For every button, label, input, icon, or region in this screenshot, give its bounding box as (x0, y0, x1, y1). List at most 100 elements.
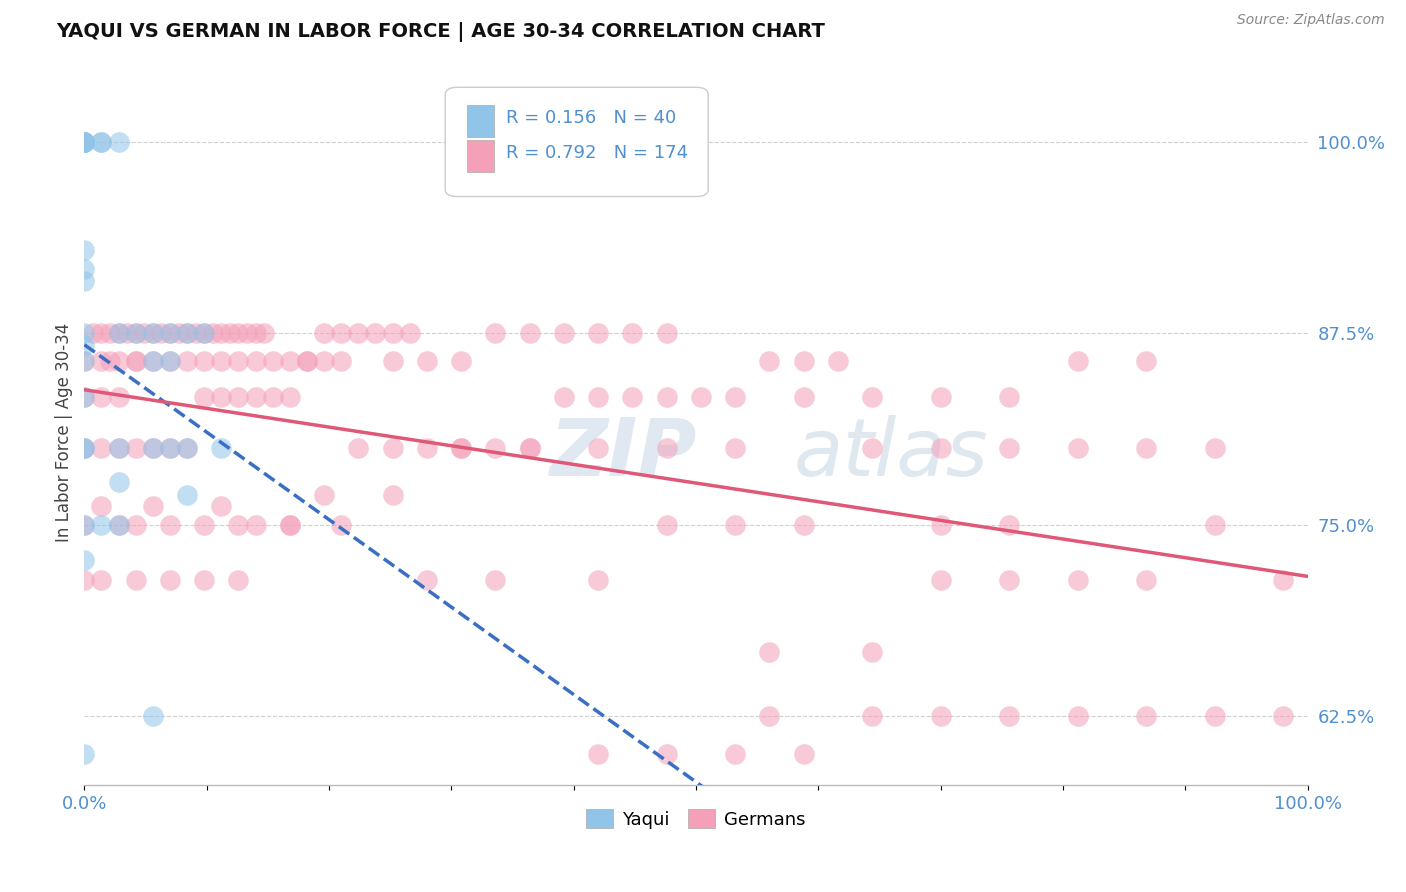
Text: R = 0.156   N = 40: R = 0.156 N = 40 (506, 109, 676, 127)
Yaqui (142, 353, 165, 368)
Germans (929, 517, 952, 532)
Germans (193, 573, 215, 587)
Germans (159, 441, 181, 455)
Germans (73, 353, 96, 368)
Yaqui (107, 135, 129, 149)
Germans (209, 326, 232, 340)
Germans (167, 326, 190, 340)
Germans (142, 326, 165, 340)
Germans (553, 391, 575, 405)
Germans (236, 326, 259, 340)
Germans (1135, 573, 1157, 587)
Germans (278, 517, 301, 532)
Germans (381, 441, 404, 455)
Germans (758, 353, 780, 368)
Yaqui (73, 135, 96, 149)
Germans (1135, 353, 1157, 368)
Germans (73, 391, 96, 405)
Germans (929, 391, 952, 405)
Yaqui (90, 517, 112, 532)
Germans (245, 326, 267, 340)
Yaqui (107, 517, 129, 532)
Yaqui (73, 353, 96, 368)
Germans (314, 488, 336, 502)
Germans (314, 353, 336, 368)
Germans (98, 353, 121, 368)
Germans (553, 326, 575, 340)
Germans (655, 391, 678, 405)
Germans (219, 326, 242, 340)
Germans (381, 488, 404, 502)
Yaqui (209, 441, 232, 455)
Yaqui (125, 326, 148, 340)
Germans (314, 326, 336, 340)
Germans (1135, 441, 1157, 455)
Germans (193, 353, 215, 368)
Germans (1066, 573, 1088, 587)
Germans (278, 517, 301, 532)
Germans (398, 326, 420, 340)
Germans (245, 353, 267, 368)
Germans (860, 441, 883, 455)
Germans (193, 326, 215, 340)
Germans (201, 326, 224, 340)
Germans (228, 326, 250, 340)
Germans (655, 441, 678, 455)
Germans (655, 517, 678, 532)
Germans (621, 391, 644, 405)
Germans (364, 326, 387, 340)
Yaqui (73, 814, 96, 829)
Text: YAQUI VS GERMAN IN LABOR FORCE | AGE 30-34 CORRELATION CHART: YAQUI VS GERMAN IN LABOR FORCE | AGE 30-… (56, 22, 825, 42)
Germans (621, 326, 644, 340)
Yaqui (73, 391, 96, 405)
Text: R = 0.792   N = 174: R = 0.792 N = 174 (506, 144, 689, 161)
Germans (90, 499, 112, 513)
Germans (193, 391, 215, 405)
Germans (125, 573, 148, 587)
Germans (1204, 517, 1226, 532)
Germans (381, 353, 404, 368)
Germans (245, 391, 267, 405)
Germans (159, 517, 181, 532)
Text: ZIP: ZIP (550, 415, 696, 492)
Y-axis label: In Labor Force | Age 30-34: In Labor Force | Age 30-34 (55, 323, 73, 542)
Yaqui (73, 135, 96, 149)
Germans (484, 441, 506, 455)
Germans (90, 353, 112, 368)
Yaqui (90, 135, 112, 149)
Germans (262, 391, 284, 405)
FancyBboxPatch shape (467, 105, 494, 136)
Germans (125, 517, 148, 532)
Yaqui (73, 441, 96, 455)
Yaqui (73, 135, 96, 149)
Germans (998, 709, 1021, 723)
Yaqui (90, 135, 112, 149)
Germans (793, 517, 815, 532)
Germans (159, 573, 181, 587)
FancyBboxPatch shape (467, 140, 494, 172)
Text: Source: ZipAtlas.com: Source: ZipAtlas.com (1237, 13, 1385, 28)
Yaqui (159, 441, 181, 455)
Germans (929, 573, 952, 587)
Germans (209, 353, 232, 368)
Germans (176, 353, 198, 368)
Germans (586, 326, 609, 340)
Germans (90, 391, 112, 405)
Yaqui (159, 326, 181, 340)
Yaqui (176, 488, 198, 502)
Germans (998, 517, 1021, 532)
Germans (450, 441, 472, 455)
Germans (82, 326, 104, 340)
Germans (1272, 709, 1295, 723)
Germans (209, 499, 232, 513)
Yaqui (73, 517, 96, 532)
Germans (193, 517, 215, 532)
Germans (278, 353, 301, 368)
Germans (1272, 573, 1295, 587)
Germans (519, 326, 541, 340)
Germans (450, 353, 472, 368)
Germans (228, 391, 250, 405)
Germans (758, 645, 780, 659)
Germans (115, 326, 138, 340)
Germans (142, 441, 165, 455)
